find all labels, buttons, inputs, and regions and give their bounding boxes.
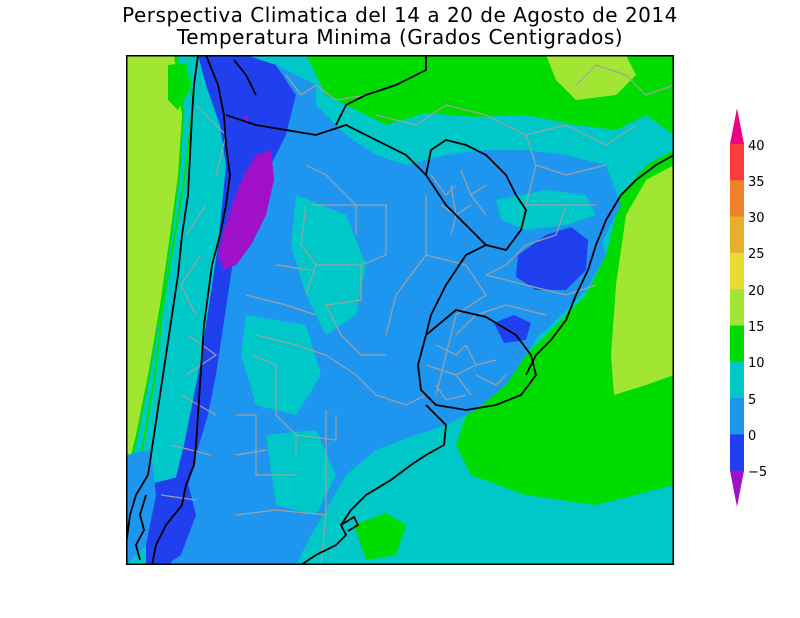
field-5-10-east-a xyxy=(496,190,596,230)
colorbar-segment-35_40 xyxy=(730,144,744,181)
temperature-map xyxy=(126,55,674,565)
legend-label-10: 10 xyxy=(748,356,765,371)
field-below-neg5 xyxy=(218,150,274,270)
legend-label-15: 15 xyxy=(748,320,765,335)
paraguay-border xyxy=(425,139,527,252)
legend-label-neg5: −5 xyxy=(748,465,768,480)
argentina-brazil-border xyxy=(425,244,487,336)
legend-label-40: 40 xyxy=(748,139,765,154)
field-5-10-interior-c xyxy=(266,430,336,515)
bolivia-paraguay-border xyxy=(365,134,427,176)
colorbar-segment-20_25 xyxy=(730,252,744,290)
bolivia-argentina-border xyxy=(225,114,367,136)
uruguay-border xyxy=(417,309,537,411)
field-5-10-south-atlantic xyxy=(426,495,674,565)
field-15-20-northeast xyxy=(546,55,636,100)
legend-label-35: 35 xyxy=(748,175,765,190)
field-10-15-atlantic xyxy=(456,150,674,505)
field-neg5-0-blob-a xyxy=(516,227,588,290)
colorbar-segment-below-neg5 xyxy=(730,470,744,507)
colorbar-segment-0_5 xyxy=(730,398,744,435)
peninsula-outline xyxy=(340,515,360,532)
field-neg5-0-blob-b xyxy=(494,315,531,343)
bolivia-brazil-border xyxy=(335,55,427,126)
legend-label-25: 25 xyxy=(748,247,765,262)
pacific-coastline xyxy=(126,55,199,546)
legend-label-30: 30 xyxy=(748,211,765,226)
chile-south-islands xyxy=(135,494,147,561)
legend-label-5: 5 xyxy=(748,393,757,408)
field-10-15-pacific xyxy=(126,55,194,515)
field-15-20-atlantic xyxy=(611,165,674,395)
colorbar-segment-5_10 xyxy=(730,361,744,399)
colorbar-segment-neg5_0 xyxy=(730,434,744,472)
argentina-atlantic-coastline xyxy=(300,404,447,565)
map-title-line-1: Perspectiva Climatica del 14 a 20 de Ago… xyxy=(122,3,678,27)
field-5-10-interior-b xyxy=(241,315,321,415)
legend-label-20: 20 xyxy=(748,284,765,299)
field-0-5-south-pacific xyxy=(126,450,156,565)
map-title-line-2: Temperatura Minima (Grados Centigrados) xyxy=(176,25,624,49)
field-10-15-peninsula xyxy=(354,513,406,560)
chile-argentina-border xyxy=(151,55,231,565)
province-boundaries xyxy=(160,64,674,565)
country-boundaries xyxy=(126,55,674,565)
temperature-colorbar xyxy=(730,108,744,507)
bolivia-peru-border xyxy=(233,59,257,96)
map-frame xyxy=(126,55,674,565)
field-0-5-andes-edge xyxy=(171,65,316,565)
colorbar-segment-25_30 xyxy=(730,216,744,254)
brazil-coastline xyxy=(525,154,674,376)
colorbar-segment-above-40 xyxy=(730,108,744,144)
colorbar-segment-30_35 xyxy=(730,180,744,218)
colorbar-segment-15_20 xyxy=(730,289,744,326)
legend-label-0: 0 xyxy=(748,429,757,444)
field-15-20-pacific-patch xyxy=(168,63,190,110)
colorbar-segment-10_15 xyxy=(730,325,744,363)
